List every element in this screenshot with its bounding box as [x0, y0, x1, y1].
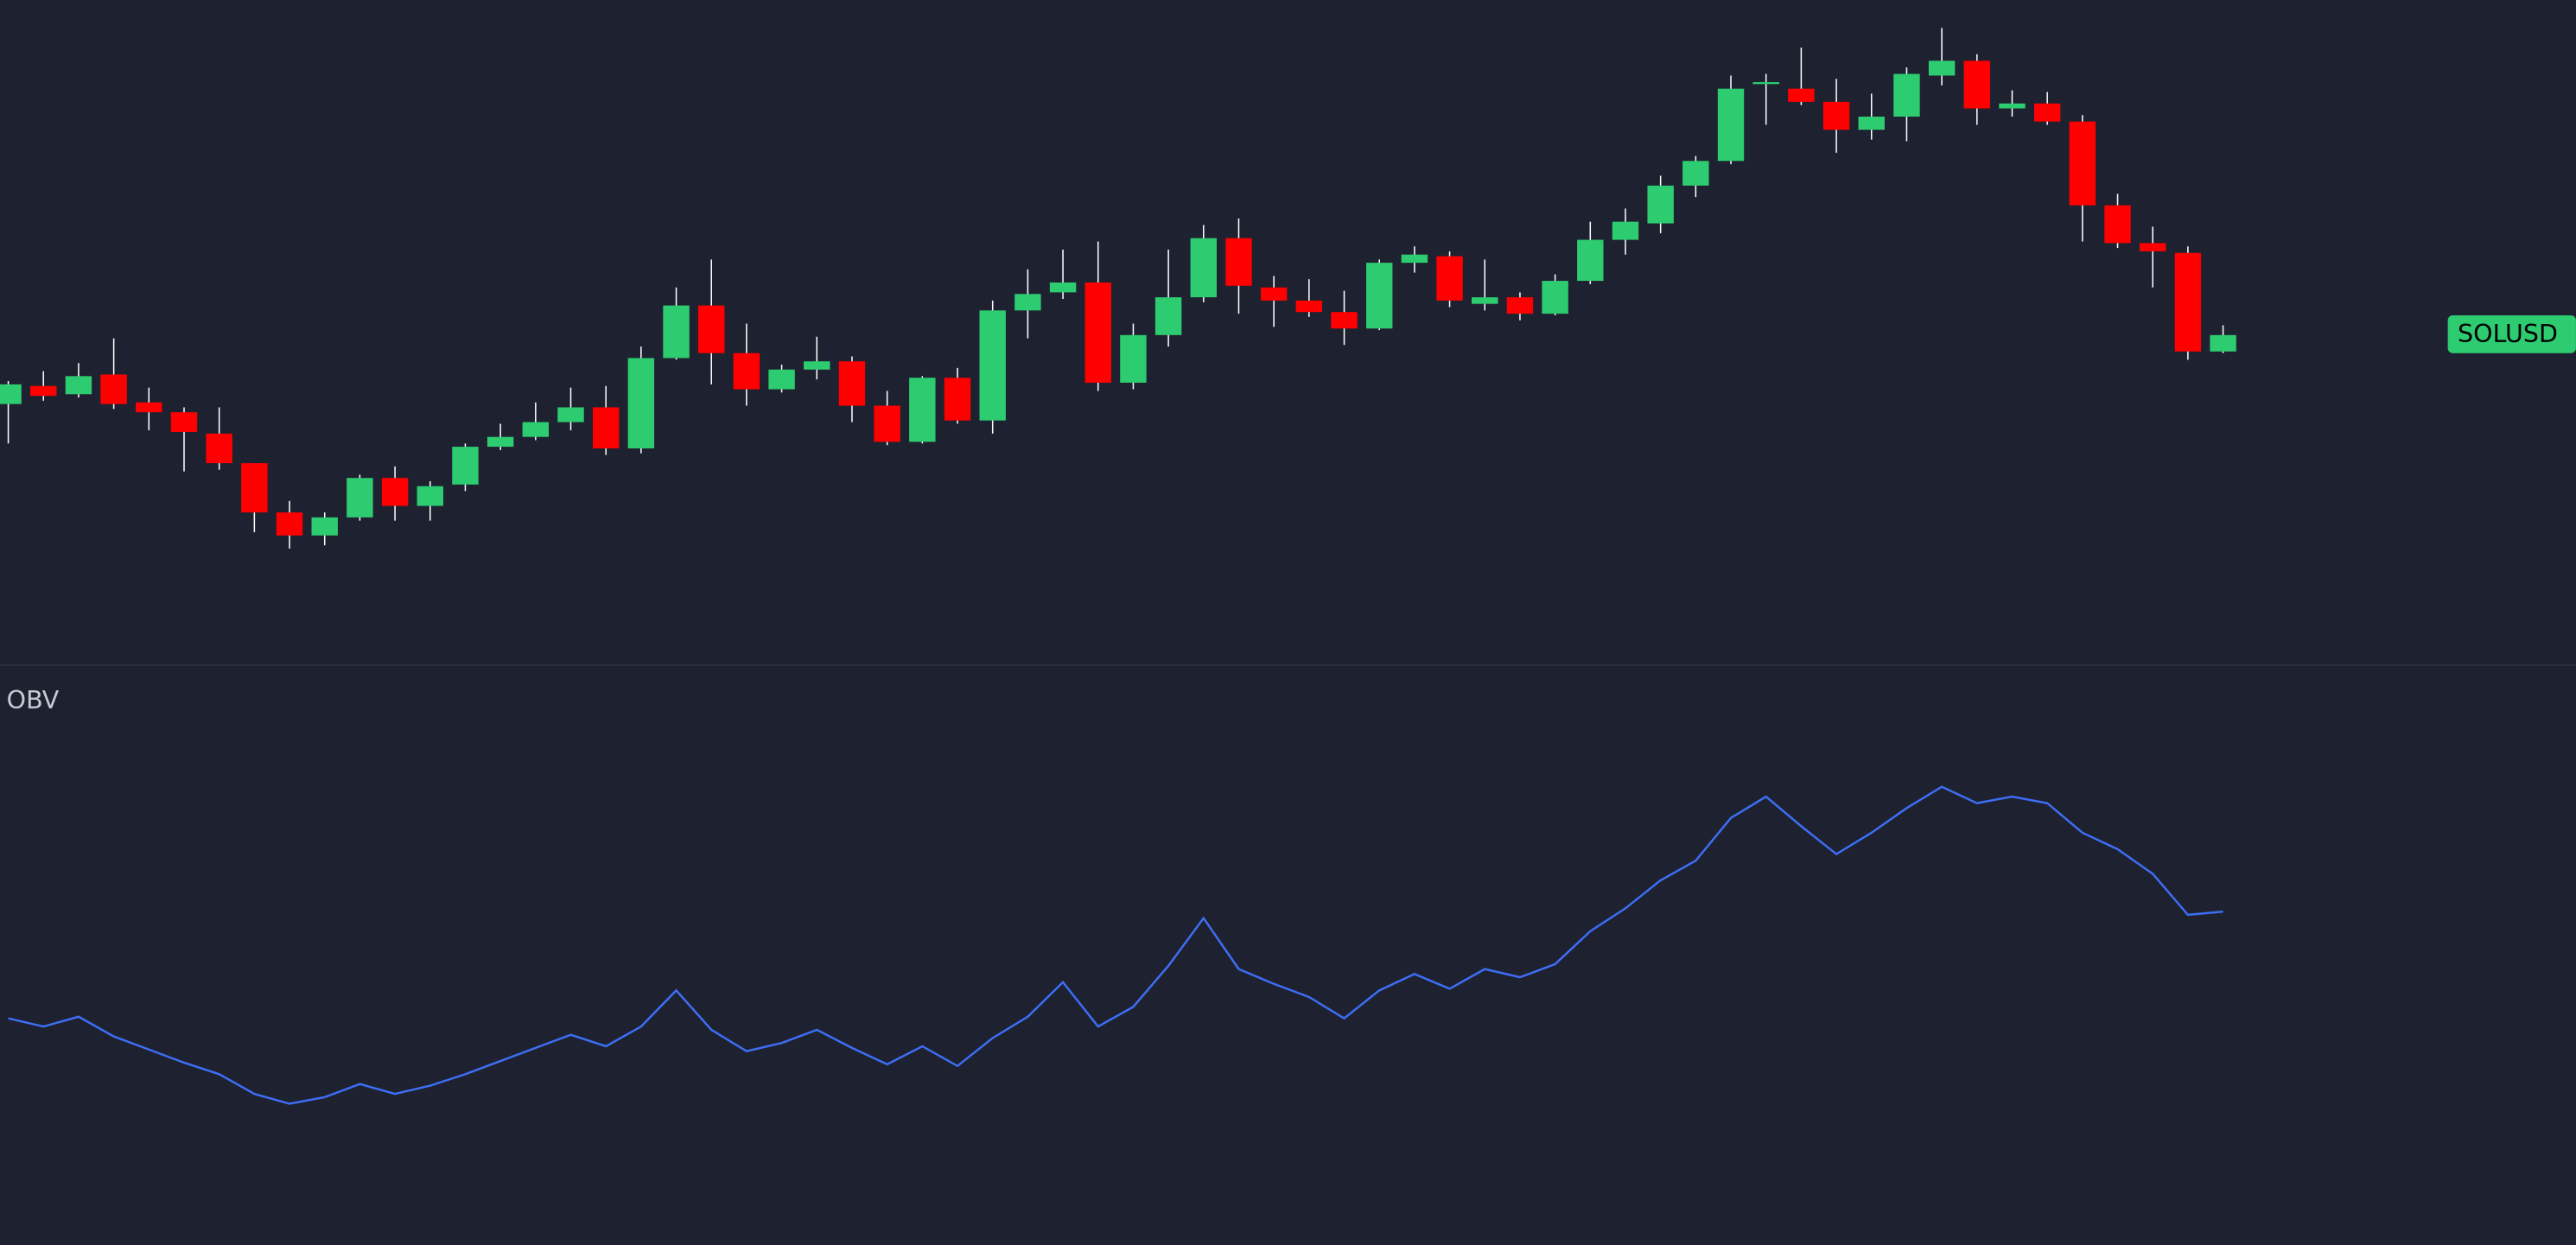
candle-body	[1365, 263, 1393, 329]
candle-body	[1928, 60, 1956, 76]
candle-body	[804, 361, 830, 370]
candle-body	[2104, 205, 2131, 244]
candle-body	[2174, 252, 2202, 352]
symbol-badge	[2447, 315, 2576, 353]
candle-body	[1014, 294, 1041, 311]
candle-body	[1752, 82, 1779, 85]
candle-body	[452, 447, 479, 485]
candle-body	[65, 376, 92, 395]
candle-body	[30, 385, 57, 397]
candle-body	[1049, 282, 1077, 293]
candle-body	[522, 422, 550, 437]
candle-body	[2210, 334, 2236, 352]
candle-body	[733, 353, 760, 390]
candle-body	[874, 405, 900, 442]
candle-body	[1436, 256, 1463, 301]
candle-body	[487, 436, 514, 448]
candle-body	[2033, 103, 2061, 122]
candle-body	[944, 378, 971, 421]
candle-body	[1120, 334, 1147, 383]
candle-body	[1542, 281, 1568, 314]
candle-body	[1154, 297, 1182, 335]
obv-line	[8, 785, 2223, 1105]
candle-body	[1822, 101, 1850, 130]
candle-body	[1190, 238, 1217, 298]
candle-body	[206, 433, 232, 464]
candle-body	[311, 517, 338, 536]
candle-body	[1682, 161, 1709, 186]
candle-body	[1331, 312, 1358, 329]
candle-body	[1612, 221, 1639, 240]
candle-body	[557, 407, 584, 422]
candle-body	[417, 486, 443, 506]
candle-body	[1506, 297, 1534, 314]
candle-body	[1401, 254, 1428, 264]
candle-body	[1295, 300, 1323, 313]
candle-body	[663, 305, 690, 359]
candle-body	[698, 305, 725, 353]
candle-body	[1472, 297, 1498, 304]
candle-body	[1577, 239, 1604, 282]
candle-body	[1084, 282, 1111, 383]
candle-body	[1788, 88, 1815, 102]
candle-body	[1717, 88, 1745, 162]
candle-body	[909, 378, 936, 442]
candle-body	[838, 361, 866, 406]
candle-body	[979, 310, 1006, 421]
candle-body	[136, 402, 162, 413]
candle-body	[1225, 238, 1252, 286]
candle-body	[1647, 185, 1674, 224]
candle-body	[768, 369, 795, 390]
candle-body	[1858, 116, 1885, 130]
candle-body	[0, 384, 22, 404]
candle-body	[241, 463, 268, 513]
candle-body	[276, 512, 303, 536]
candle-body	[381, 478, 409, 506]
candle-body	[347, 478, 373, 518]
symbol-label: SOLUSD	[2458, 320, 2558, 348]
indicator-title: OBV	[7, 686, 60, 715]
candle-body	[170, 412, 198, 432]
candle-body	[2069, 121, 2096, 206]
candle-body	[1260, 287, 1288, 301]
candle-body	[1999, 103, 2026, 109]
candle-body	[100, 374, 127, 404]
candle-body	[592, 407, 620, 448]
candle-body	[2140, 243, 2166, 251]
candle-body	[1963, 60, 1991, 109]
candle-body	[1893, 73, 1920, 117]
candle-body	[627, 358, 655, 448]
